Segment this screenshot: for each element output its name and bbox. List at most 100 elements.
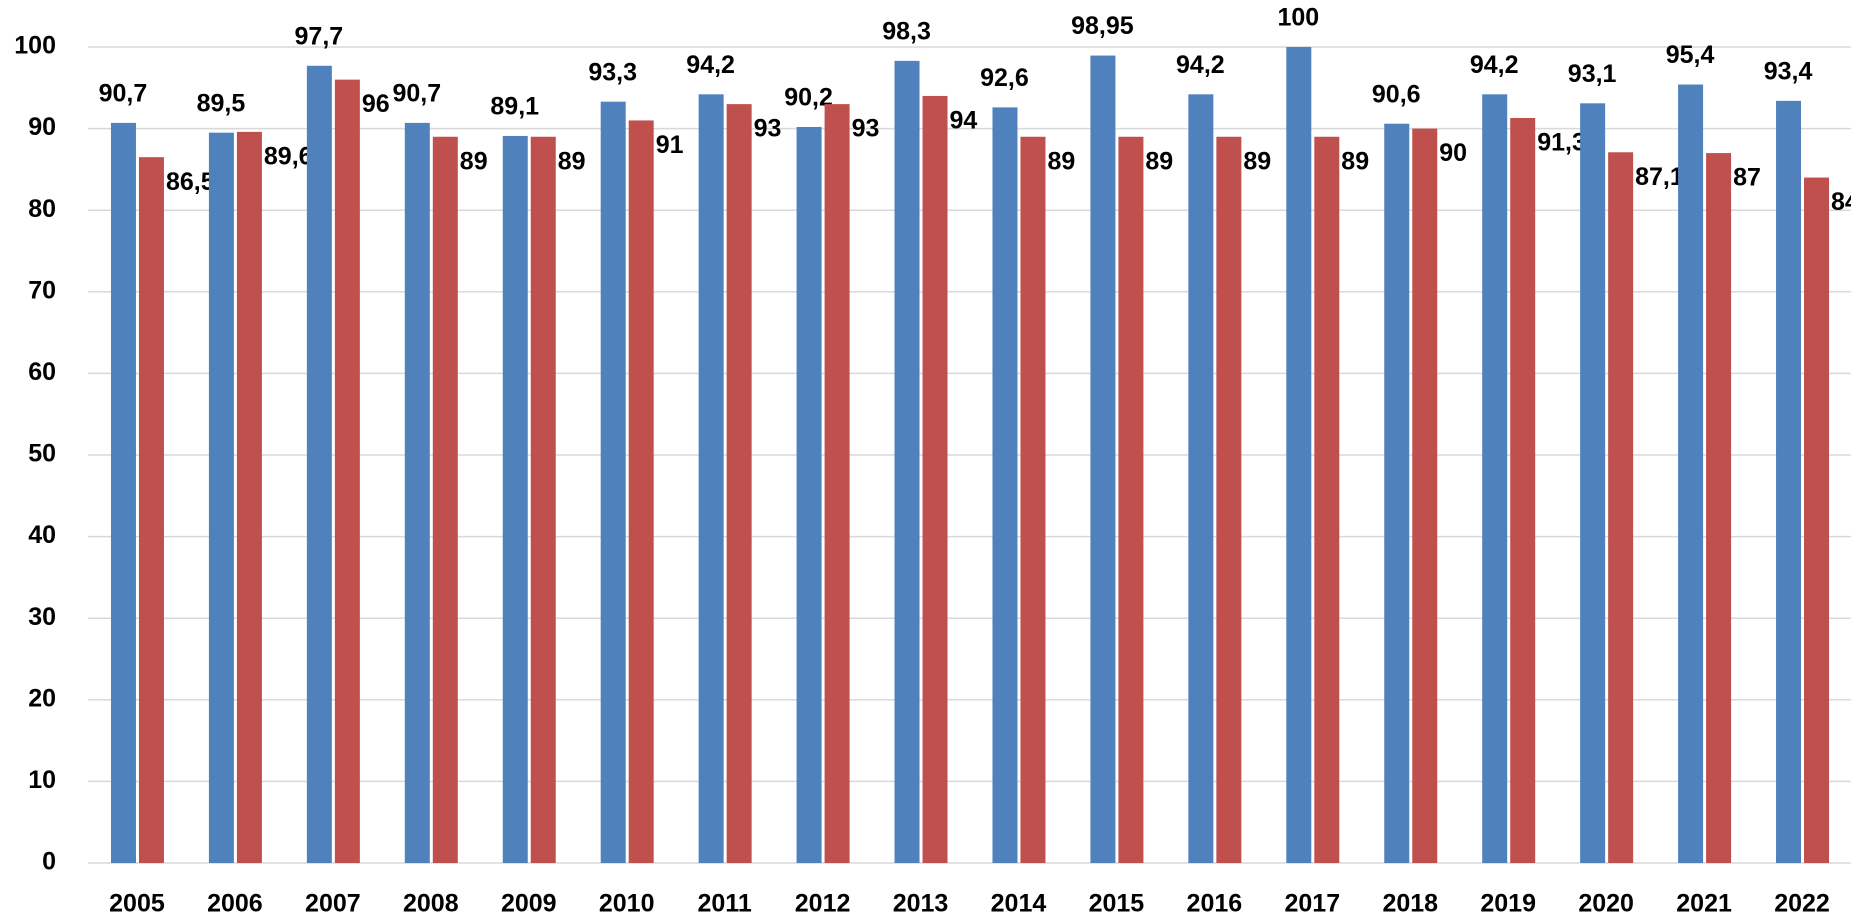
x-tick-label: 2009 [501, 890, 557, 918]
bar [1020, 137, 1045, 863]
data-label: 94,2 [686, 51, 735, 79]
bar [531, 137, 556, 863]
page: {"chart_data": {"type": "bar", "categori… [0, 0, 1851, 919]
bar [1608, 152, 1633, 863]
x-tick-label: 2016 [1187, 890, 1243, 918]
bar [111, 123, 136, 863]
y-tick-label: 20 [28, 684, 56, 712]
data-label: 94 [950, 107, 978, 135]
bar [307, 66, 332, 863]
x-tick-label: 2020 [1578, 890, 1634, 918]
bar [601, 102, 626, 863]
data-label: 90 [1439, 139, 1467, 167]
x-tick-label: 2018 [1382, 890, 1438, 918]
bar [1580, 103, 1605, 863]
bar [237, 132, 262, 863]
bar [1188, 94, 1213, 863]
x-tick-label: 2006 [207, 890, 263, 918]
bar [1804, 178, 1829, 863]
data-label: 94,2 [1470, 51, 1519, 79]
data-label: 93,3 [588, 58, 637, 86]
y-tick-label: 100 [14, 32, 56, 60]
x-tick-label: 2008 [403, 890, 459, 918]
bar [1286, 47, 1311, 863]
data-label: 90,7 [99, 79, 148, 107]
bar [699, 94, 724, 863]
x-tick-label: 2005 [109, 890, 165, 918]
y-tick-label: 0 [42, 848, 56, 876]
bar [1090, 56, 1115, 863]
bar [1384, 124, 1409, 863]
data-label: 89,1 [490, 93, 539, 121]
bar [797, 127, 822, 863]
data-label: 96 [362, 90, 390, 118]
x-tick-label: 2012 [795, 890, 851, 918]
x-tick-label: 2015 [1089, 890, 1145, 918]
bar [209, 133, 234, 863]
data-label: 90,6 [1372, 80, 1421, 108]
x-tick-label: 2022 [1774, 890, 1830, 918]
y-tick-label: 80 [28, 195, 56, 223]
bar [1118, 137, 1143, 863]
data-label: 97,7 [295, 22, 344, 50]
data-label: 93,4 [1764, 57, 1813, 85]
x-tick-label: 2017 [1284, 890, 1340, 918]
bar [1412, 129, 1437, 863]
data-label: 93 [852, 115, 880, 143]
bar [433, 137, 458, 863]
y-tick-label: 70 [28, 276, 56, 304]
bar [992, 107, 1017, 863]
data-label: 93,1 [1568, 60, 1617, 88]
data-label: 89 [460, 147, 488, 175]
data-label: 95,4 [1666, 41, 1715, 69]
bar [139, 157, 164, 863]
data-label: 100 [1277, 4, 1319, 32]
bar [1216, 137, 1241, 863]
y-tick-label: 40 [28, 521, 56, 549]
bar [1482, 94, 1507, 863]
bar [1776, 101, 1801, 863]
data-label: 89 [558, 147, 586, 175]
data-label: 91,3 [1537, 129, 1586, 157]
data-label: 84 [1831, 188, 1851, 216]
data-label: 89 [1243, 147, 1271, 175]
x-tick-label: 2013 [893, 890, 949, 918]
data-label: 86,5 [166, 168, 215, 196]
x-tick-label: 2014 [991, 890, 1047, 918]
bar [335, 80, 360, 863]
data-label: 94,2 [1176, 51, 1225, 79]
y-tick-label: 90 [28, 113, 56, 141]
data-label: 90,7 [392, 79, 441, 107]
x-tick-label: 2021 [1676, 890, 1732, 918]
y-tick-label: 50 [28, 440, 56, 468]
bar [405, 123, 430, 863]
x-tick-label: 2011 [698, 890, 752, 918]
data-label: 93 [754, 115, 782, 143]
y-tick-label: 10 [28, 766, 56, 794]
x-tick-label: 2010 [599, 890, 655, 918]
x-tick-label: 2007 [305, 890, 361, 918]
bar [1314, 137, 1339, 863]
bar [895, 61, 920, 863]
data-label: 91 [656, 131, 684, 159]
bar [503, 136, 528, 863]
data-label: 98,95 [1071, 12, 1134, 40]
bar [727, 104, 752, 863]
data-label: 89,6 [264, 142, 313, 170]
data-label: 98,3 [882, 17, 931, 45]
bar [629, 120, 654, 863]
x-tick-label: 2019 [1480, 890, 1536, 918]
data-label: 87,1 [1635, 163, 1684, 191]
bar [1510, 118, 1535, 863]
bar [825, 104, 850, 863]
y-tick-label: 30 [28, 603, 56, 631]
bar [923, 96, 948, 863]
bar [1678, 85, 1703, 863]
data-label: 89,5 [197, 89, 246, 117]
data-label: 92,6 [980, 64, 1029, 92]
bar [1706, 153, 1731, 863]
data-label: 89 [1145, 147, 1173, 175]
chart: 0 10 20 30 40 50 60 70 80 90 100 2005 90,7 86,5 2006 89… [0, 0, 1851, 919]
y-tick-label: 60 [28, 358, 56, 386]
data-label: 89 [1341, 147, 1369, 175]
